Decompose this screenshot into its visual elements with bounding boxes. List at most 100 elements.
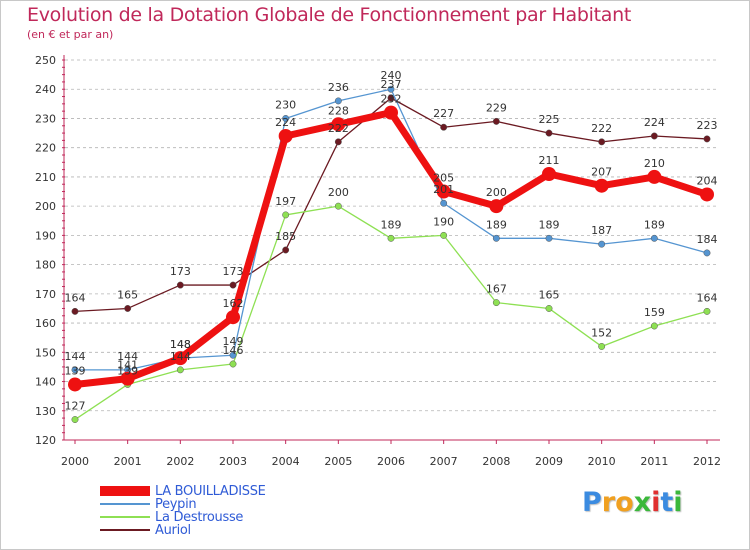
x-tick-label: 2006 [377,455,405,468]
legend-swatch [100,529,150,531]
data-point [594,178,609,193]
data-label: 152 [591,326,612,339]
x-tick-label: 2001 [114,455,142,468]
data-point [229,281,237,289]
x-tick-label: 2004 [272,455,300,468]
logo-letter: i [651,487,661,518]
series-auriol [71,94,711,315]
data-label: 189 [539,218,560,231]
y-tick-label: 170 [35,288,56,301]
data-point [282,246,290,254]
data-label: 164 [697,291,718,304]
data-point [598,138,606,146]
data-label: 225 [539,113,560,126]
data-point [492,117,500,125]
data-label: 165 [539,288,560,301]
y-tick-label: 150 [35,346,56,359]
x-tick-label: 2000 [61,455,89,468]
data-labels: 164 165 173 173 185 222 237 227 229 225 222 224 223 1… [65,69,718,412]
data-point [278,129,293,143]
chart-title: Evolution de la Dotation Globale de Fonc… [27,4,632,26]
series-la-bouilladisse [68,105,714,392]
data-label: 146 [223,344,244,357]
data-label: 173 [170,265,191,278]
data-point [650,234,658,242]
data-label: 165 [117,288,138,301]
data-point [700,187,714,202]
x-tick-label: 2010 [588,455,616,468]
data-point [173,351,188,366]
data-label: 240 [381,69,402,82]
data-point [440,231,448,239]
y-tick-label: 140 [35,376,56,389]
data-label: 167 [486,283,507,296]
data-point [387,85,395,93]
y-tick-label: 190 [35,229,56,242]
data-point [229,360,237,368]
logo-letter: t [660,487,674,518]
legend-label: Auriol [155,523,191,538]
grid-lines [65,59,717,412]
data-point [124,305,132,312]
data-label: 229 [486,101,507,114]
data-point [650,132,658,140]
y-tick-label: 200 [35,200,56,213]
data-point [598,343,606,350]
legend-label: LA BOUILLADISSE [155,484,266,499]
data-label: 144 [170,350,191,363]
data-label: 201 [433,183,454,196]
data-label: 148 [170,338,191,351]
data-point [229,351,237,359]
data-point [436,184,451,199]
data-label: 139 [117,364,138,377]
data-label: 189 [486,218,507,231]
data-label: 205 [433,172,454,185]
data-point [226,310,240,325]
y-tick-label: 180 [35,259,56,272]
y-tick-label: 250 [35,54,56,67]
data-label: 144 [65,350,86,363]
x-tick-label: 2008 [482,455,510,468]
data-point [598,240,606,248]
x-tick-label: 2009 [535,455,563,468]
data-label: 197 [275,195,296,208]
logo-letter: i [673,487,683,518]
data-label: 149 [223,335,244,348]
legend-swatch [100,516,150,518]
data-label: 189 [644,218,665,231]
data-point [492,299,500,307]
logo-letter: P [582,487,602,518]
data-label: 173 [223,265,244,278]
data-point [120,371,135,386]
data-point [650,322,658,330]
data-point [440,123,448,131]
data-label: 139 [65,364,86,377]
data-label: 185 [275,230,296,243]
chart-subtitle: (en € et par an) [27,28,114,41]
x-tick-label: 2003 [219,455,247,468]
data-label: 144 [117,350,138,363]
data-point [176,281,184,289]
data-point [703,249,711,257]
data-label: 224 [644,116,665,129]
data-label: 148 [170,338,191,351]
data-label: 187 [591,224,612,237]
y-tick-label: 160 [35,317,56,330]
data-label: 237 [381,78,402,91]
series-la-destrousse [71,202,711,423]
data-point [489,199,504,214]
data-label: 211 [539,154,560,167]
data-point [71,366,79,374]
proxiti-logo: Proxiti [582,487,683,518]
logo-letter: r [601,487,616,518]
axes: 1201301401501601701801902002102202302402… [35,54,721,468]
data-label: 141 [117,359,138,372]
y-tick-label: 120 [35,434,56,447]
data-point [334,202,342,210]
data-label: 223 [697,119,718,132]
legend-swatch [100,486,150,496]
data-label: 164 [65,291,86,304]
data-point [334,97,342,105]
data-label: 207 [591,166,612,179]
